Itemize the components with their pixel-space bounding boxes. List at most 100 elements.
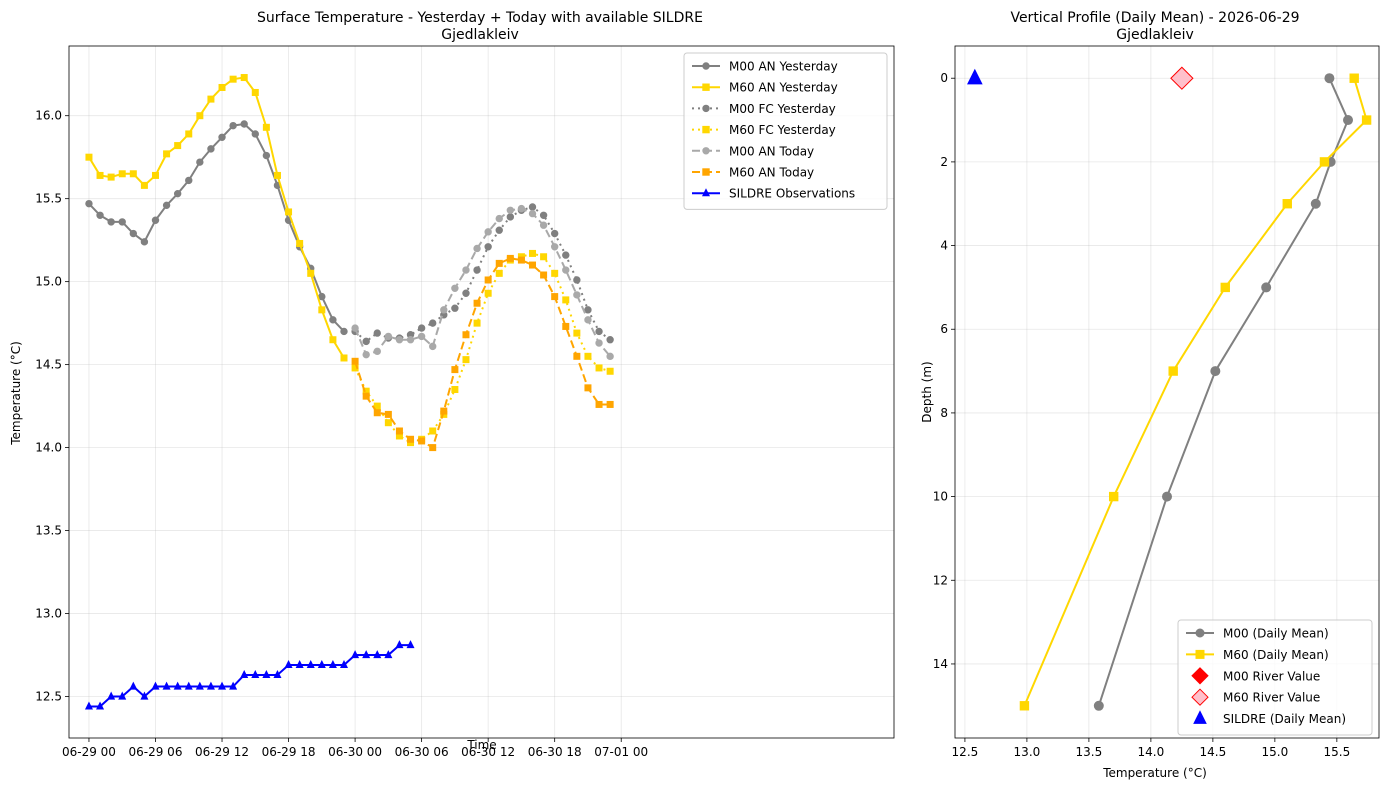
right-grid bbox=[955, 46, 1379, 738]
data-point bbox=[551, 269, 559, 277]
data-point bbox=[562, 296, 570, 304]
data-point bbox=[151, 171, 159, 179]
x-tick-label: 15.0 bbox=[1262, 745, 1289, 759]
profile-point bbox=[1019, 701, 1030, 711]
x-tick-label: 14.5 bbox=[1200, 745, 1227, 759]
data-point bbox=[584, 352, 592, 360]
data-point bbox=[573, 329, 581, 337]
data-point bbox=[484, 289, 492, 297]
data-point bbox=[484, 228, 492, 236]
series-5 bbox=[351, 254, 614, 452]
series-2 bbox=[351, 203, 614, 346]
x-tick-label: 06-30 06 bbox=[395, 745, 449, 759]
data-point bbox=[373, 650, 382, 659]
data-point bbox=[218, 681, 227, 690]
legend-swatch-marker bbox=[702, 83, 710, 91]
data-point bbox=[528, 209, 537, 218]
profile-point bbox=[1282, 199, 1292, 209]
data-point bbox=[218, 83, 226, 91]
data-point bbox=[362, 337, 370, 346]
y-tick-label: 14.0 bbox=[35, 441, 62, 455]
y-tick-label: 14 bbox=[933, 657, 948, 671]
data-point bbox=[129, 681, 138, 690]
data-point bbox=[395, 427, 403, 435]
data-point bbox=[506, 213, 515, 221]
data-point bbox=[362, 392, 370, 400]
profile-series-0 bbox=[1093, 73, 1354, 711]
data-point bbox=[173, 189, 182, 198]
series-0 bbox=[85, 120, 348, 336]
data-point bbox=[129, 229, 138, 238]
data-point bbox=[495, 259, 503, 267]
data-point bbox=[251, 130, 259, 138]
x-tick-label: 06-29 00 bbox=[62, 745, 116, 759]
data-point bbox=[273, 171, 281, 179]
data-point bbox=[529, 261, 537, 269]
data-point bbox=[340, 327, 348, 336]
series-line bbox=[354, 257, 611, 449]
data-point bbox=[318, 292, 326, 301]
y-tick-label: 6 bbox=[940, 322, 948, 336]
profile-point bbox=[1210, 366, 1221, 377]
data-point bbox=[107, 691, 116, 700]
data-point bbox=[85, 199, 93, 208]
legend-swatch-marker bbox=[1191, 667, 1209, 685]
data-point bbox=[373, 347, 381, 356]
y-tick-label: 0 bbox=[940, 71, 948, 85]
data-point bbox=[318, 306, 326, 314]
data-point bbox=[551, 293, 559, 301]
data-point bbox=[529, 249, 537, 257]
data-point bbox=[195, 681, 204, 690]
data-point bbox=[418, 437, 426, 445]
data-point bbox=[595, 327, 603, 336]
data-point bbox=[118, 170, 126, 178]
data-point bbox=[206, 681, 215, 690]
profile-point bbox=[1349, 73, 1359, 83]
data-point bbox=[495, 269, 503, 277]
y-tick-label: 2 bbox=[940, 155, 948, 169]
data-point bbox=[440, 306, 448, 314]
right-chart-subtitle: Gjedlakleiv bbox=[1116, 27, 1194, 43]
data-point bbox=[484, 243, 492, 251]
data-point bbox=[96, 211, 104, 219]
data-point bbox=[351, 324, 359, 332]
data-point bbox=[451, 366, 459, 374]
data-point bbox=[196, 112, 204, 120]
y-tick-label: 13.5 bbox=[35, 524, 62, 538]
data-point bbox=[118, 218, 126, 226]
legend-swatch-marker bbox=[1191, 688, 1209, 706]
data-point bbox=[462, 331, 470, 339]
x-tick-label: 13.0 bbox=[1014, 745, 1041, 759]
data-point bbox=[606, 400, 614, 408]
data-point bbox=[440, 407, 448, 415]
data-point bbox=[296, 239, 304, 247]
data-point bbox=[384, 410, 392, 418]
data-point bbox=[85, 153, 93, 161]
data-point bbox=[362, 350, 370, 359]
data-point bbox=[129, 170, 137, 178]
data-point bbox=[606, 367, 614, 375]
data-point bbox=[107, 173, 115, 181]
data-point bbox=[218, 133, 226, 141]
data-point bbox=[573, 276, 581, 284]
data-point bbox=[528, 203, 537, 211]
profile-point bbox=[1324, 73, 1335, 84]
data-point bbox=[196, 158, 204, 166]
data-point bbox=[229, 681, 238, 690]
x-tick-label: 15.5 bbox=[1323, 745, 1350, 759]
y-tick-label: 10 bbox=[933, 490, 948, 504]
x-tick-label: 06-30 12 bbox=[461, 745, 515, 759]
profile-point bbox=[1162, 491, 1172, 502]
right-chart-title: Vertical Profile (Daily Mean) - 2026-06-… bbox=[1010, 10, 1299, 26]
data-point bbox=[429, 319, 437, 327]
y-tick-label: 16.0 bbox=[35, 109, 62, 123]
data-point bbox=[517, 204, 526, 213]
data-point bbox=[373, 402, 381, 410]
legend-label: M60 FC Yesterday bbox=[729, 123, 836, 137]
data-point bbox=[595, 364, 603, 372]
data-point bbox=[140, 238, 149, 246]
x-tick-label: 06-29 18 bbox=[262, 745, 316, 759]
data-point bbox=[550, 229, 559, 238]
data-point bbox=[429, 444, 437, 452]
